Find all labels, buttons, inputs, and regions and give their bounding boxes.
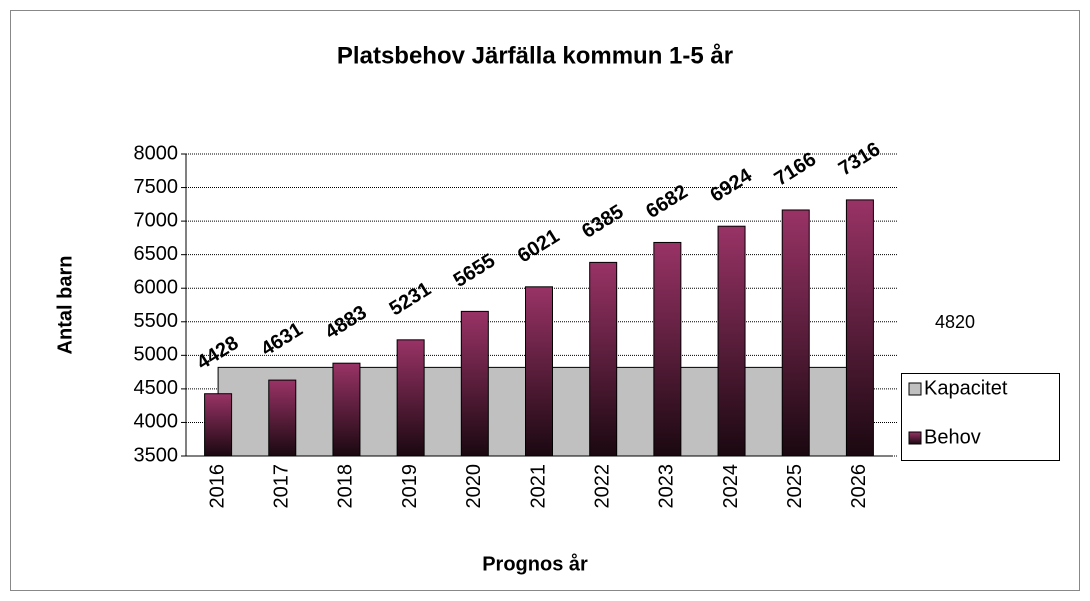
bar [268,379,297,457]
y-tick-label: 3500 [134,444,179,466]
bar [781,209,810,457]
bar [589,261,618,457]
x-tick-label: 2024 [720,464,742,509]
bar [332,362,361,457]
legend-swatch [908,382,922,396]
x-tick-label: 2018 [335,464,357,509]
bar [525,286,553,457]
y-axis-title: Antal barn [54,256,76,355]
y-tick-label: 5000 [134,344,179,366]
bar [717,225,746,457]
y-tick-label: 4000 [134,411,179,433]
bar [845,199,874,457]
x-tick-label: 2022 [591,464,613,509]
bar [653,241,682,457]
x-tick-label: 2025 [784,464,806,509]
legend [901,373,1060,461]
legend-label: Kapacitet [924,377,1008,399]
bar [204,393,233,457]
x-tick-label: 2020 [463,464,485,509]
y-tick-label: 6000 [134,277,179,299]
x-tick-label: 2021 [527,464,549,509]
x-tick-label: 2026 [848,464,870,509]
x-tick-label: 2017 [271,464,293,509]
y-tick-label: 8000 [134,142,179,164]
y-tick-label: 6500 [134,243,179,265]
y-tick-label: 7500 [134,176,179,198]
chart-title: Platsbehov Järfälla kommun 1-5 år [337,42,733,69]
legend-label: Behov [924,426,981,448]
bar [460,310,489,457]
x-tick-label: 2019 [399,464,421,509]
x-tick-label: 2016 [206,464,228,509]
legend-swatch [908,431,922,445]
x-tick-label: 2023 [656,464,678,509]
x-axis-title: Prognos år [482,552,588,575]
bar [396,339,425,457]
y-tick-label: 4500 [134,377,179,399]
y-tick-label: 5500 [134,310,179,332]
value-label: 4820 [935,312,975,332]
y-tick-label: 7000 [134,209,179,231]
